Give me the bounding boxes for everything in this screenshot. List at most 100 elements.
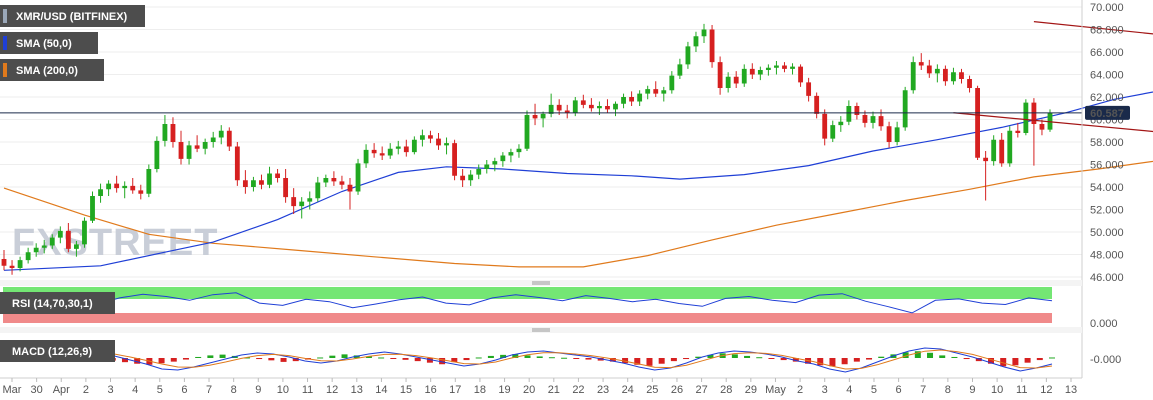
macd-histogram-bar xyxy=(585,358,592,360)
macd-histogram-bar xyxy=(378,357,385,359)
candle-body xyxy=(774,65,779,68)
sma200-label: SMA (200,0) xyxy=(16,65,78,77)
candle-body xyxy=(299,201,305,207)
title-tag-swatch xyxy=(3,9,7,23)
sma200-tag[interactable] xyxy=(0,59,104,81)
time-tick-label: 6 xyxy=(896,384,902,396)
macd-histogram-bar xyxy=(121,358,128,363)
candle-body xyxy=(862,115,868,123)
candle-body xyxy=(468,174,474,181)
candle-body xyxy=(106,183,112,190)
macd-histogram-bar xyxy=(463,358,470,361)
candle-body xyxy=(428,135,433,139)
channel-upper-line xyxy=(1033,21,1153,35)
candle-body xyxy=(347,184,353,192)
price-tick-label: 64.000 xyxy=(1090,70,1124,82)
macd-histogram-bar xyxy=(524,355,531,358)
candle-body xyxy=(629,97,635,102)
candle-body xyxy=(814,95,820,114)
candle-body xyxy=(741,68,747,84)
candle-body xyxy=(806,82,812,96)
time-tick-label: 21 xyxy=(548,384,560,396)
price-pane: FXSTREET xyxy=(0,6,1153,278)
price-axis[interactable]: 70.00068.00066.00064.00062.00060.00058.0… xyxy=(1090,2,1124,284)
candle-body xyxy=(645,89,651,94)
rsi-neutral-band xyxy=(3,299,1052,313)
macd-histogram-bar xyxy=(195,356,202,358)
candle-body xyxy=(757,70,763,75)
macd-histogram-bar xyxy=(170,358,177,362)
candle-body xyxy=(452,143,457,176)
macd-tag[interactable] xyxy=(0,340,115,362)
price-tick-label: 48.000 xyxy=(1090,250,1124,262)
candle-body xyxy=(926,65,932,74)
candle-body xyxy=(363,149,369,164)
candle-body xyxy=(597,106,602,109)
macd-histogram-bar xyxy=(878,356,885,358)
time-tick-label: 20 xyxy=(523,384,535,396)
title-tag[interactable] xyxy=(0,5,145,27)
candle-body xyxy=(709,29,715,63)
candle-body xyxy=(379,153,385,156)
macd-histogram-bar xyxy=(158,358,165,364)
candle-body xyxy=(283,178,289,198)
time-tick-label: 5 xyxy=(157,384,163,396)
candle-body xyxy=(556,104,562,111)
candle-body xyxy=(894,127,900,142)
time-tick-label: 24 xyxy=(622,384,634,396)
macd-histogram-bar xyxy=(1012,358,1019,366)
time-tick-label: 27 xyxy=(695,384,707,396)
rsi-pane-separator[interactable] xyxy=(0,280,1082,286)
candle-body xyxy=(830,125,836,139)
candle-body xyxy=(98,189,103,196)
candle-body xyxy=(323,178,329,183)
macd-axis-value: -0.000 xyxy=(1090,354,1121,366)
macd-histogram-bar xyxy=(487,355,494,358)
macd-histogram-bar xyxy=(866,358,873,360)
macd-pane-separator[interactable] xyxy=(0,327,1082,333)
candle-body xyxy=(460,175,466,181)
price-tick-label: 54.000 xyxy=(1090,182,1124,194)
macd-histogram-bar xyxy=(243,357,250,359)
candle-body xyxy=(975,88,980,158)
price-tick-label: 50.000 xyxy=(1090,227,1124,239)
price-tick-label: 46.000 xyxy=(1090,272,1124,284)
candle-body xyxy=(331,178,337,182)
macd-histogram-bar xyxy=(341,354,348,358)
channel-lower-line xyxy=(953,112,1153,133)
rsi-tag[interactable] xyxy=(0,292,115,314)
candle-body xyxy=(251,180,256,187)
time-tick-label: 17 xyxy=(449,384,461,396)
macd-histogram-bar xyxy=(573,358,580,359)
macd-histogram-bar xyxy=(280,358,287,362)
time-tick-label: 14 xyxy=(375,384,387,396)
candle-body xyxy=(210,137,216,142)
candle-body xyxy=(90,196,95,221)
time-tick-label: 12 xyxy=(326,384,338,396)
macd-histogram-bar xyxy=(646,358,653,366)
candle-body xyxy=(564,110,570,113)
price-tick-label: 68.000 xyxy=(1090,25,1124,37)
time-axis[interactable]: Mar 30 Apr 2 3 4 5 6 7 8 9 10 11 12 13 14 15 16 17 18 19 20 21… xyxy=(3,378,1078,396)
candle-body xyxy=(25,252,31,261)
candle-body xyxy=(934,68,940,74)
time-tick-label: 7 xyxy=(920,384,926,396)
macd-histogram-bar xyxy=(902,352,909,358)
candle-body xyxy=(902,90,908,128)
candle-body xyxy=(186,145,192,159)
candle-body xyxy=(790,66,795,69)
macd-histogram-bar xyxy=(548,357,555,359)
candle-body xyxy=(138,190,144,194)
candle-body xyxy=(403,146,409,153)
time-tick-label: 26 xyxy=(671,384,683,396)
macd-histogram-bar xyxy=(670,358,677,362)
time-tick-label: 11 xyxy=(1016,384,1027,396)
candle-body xyxy=(242,180,248,187)
sma50-tag[interactable] xyxy=(0,32,98,54)
candlestick-series xyxy=(1,23,1053,275)
macd-histogram-bar xyxy=(951,356,958,358)
candle-body xyxy=(1,259,7,266)
candle-body xyxy=(580,100,586,105)
rsi-label: RSI (14,70,30,1) xyxy=(12,298,93,310)
